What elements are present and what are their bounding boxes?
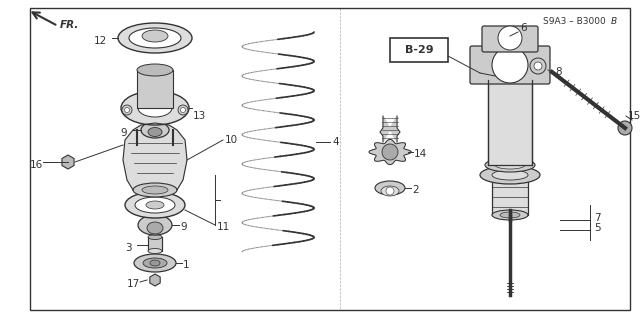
Ellipse shape	[133, 183, 177, 197]
Ellipse shape	[485, 158, 535, 172]
Ellipse shape	[142, 30, 168, 42]
Text: 10: 10	[225, 135, 238, 145]
Ellipse shape	[138, 215, 172, 235]
Ellipse shape	[495, 161, 525, 169]
Bar	[492, 175, 528, 215]
Circle shape	[618, 121, 632, 135]
Text: 9: 9	[180, 222, 187, 232]
Ellipse shape	[150, 260, 160, 266]
Polygon shape	[380, 116, 400, 142]
Ellipse shape	[500, 212, 520, 218]
Text: 9: 9	[120, 128, 127, 138]
Ellipse shape	[147, 222, 163, 234]
Ellipse shape	[148, 128, 162, 137]
Ellipse shape	[135, 197, 175, 213]
Text: 15: 15	[628, 111, 640, 121]
FancyBboxPatch shape	[470, 46, 550, 84]
Bar	[488, 80, 532, 165]
Text: 6: 6	[520, 23, 527, 33]
Ellipse shape	[492, 170, 528, 180]
Bar	[148, 237, 162, 251]
Circle shape	[382, 144, 398, 160]
Ellipse shape	[142, 186, 168, 194]
Circle shape	[180, 108, 186, 113]
Ellipse shape	[118, 23, 192, 53]
Ellipse shape	[143, 258, 167, 268]
Ellipse shape	[480, 166, 540, 184]
Ellipse shape	[148, 234, 162, 240]
Text: 14: 14	[414, 149, 428, 159]
Ellipse shape	[129, 28, 181, 48]
Text: 12: 12	[93, 36, 107, 46]
Ellipse shape	[375, 181, 405, 195]
Text: B: B	[611, 18, 617, 26]
Ellipse shape	[141, 122, 169, 138]
Circle shape	[178, 105, 188, 115]
Text: 8: 8	[555, 67, 562, 77]
Text: 7: 7	[594, 213, 600, 223]
Text: 11: 11	[217, 222, 230, 232]
Ellipse shape	[121, 91, 189, 125]
Circle shape	[498, 26, 522, 50]
Text: 3: 3	[125, 243, 132, 253]
Polygon shape	[123, 123, 187, 190]
Circle shape	[125, 108, 129, 113]
Ellipse shape	[146, 201, 164, 209]
Circle shape	[530, 58, 546, 74]
Circle shape	[492, 47, 528, 83]
Ellipse shape	[381, 186, 399, 196]
Bar	[390, 38, 448, 62]
Ellipse shape	[137, 64, 173, 76]
Circle shape	[534, 62, 542, 70]
Text: 17: 17	[127, 279, 140, 289]
FancyBboxPatch shape	[482, 26, 538, 52]
Text: B-29: B-29	[404, 45, 433, 55]
Ellipse shape	[134, 254, 176, 272]
Text: 5: 5	[594, 223, 600, 233]
Text: 4: 4	[332, 137, 339, 147]
Text: 16: 16	[29, 160, 43, 170]
Text: 1: 1	[183, 260, 189, 270]
Bar	[137, 70, 173, 108]
Polygon shape	[369, 139, 411, 165]
Circle shape	[386, 187, 394, 195]
Text: 13: 13	[193, 111, 206, 121]
Text: 2: 2	[412, 185, 419, 195]
Ellipse shape	[148, 249, 162, 254]
Ellipse shape	[138, 99, 172, 117]
Text: FR.: FR.	[60, 20, 79, 30]
Text: S9A3 – B3000: S9A3 – B3000	[543, 18, 605, 26]
Ellipse shape	[125, 192, 185, 218]
Circle shape	[122, 105, 132, 115]
Ellipse shape	[492, 210, 528, 220]
